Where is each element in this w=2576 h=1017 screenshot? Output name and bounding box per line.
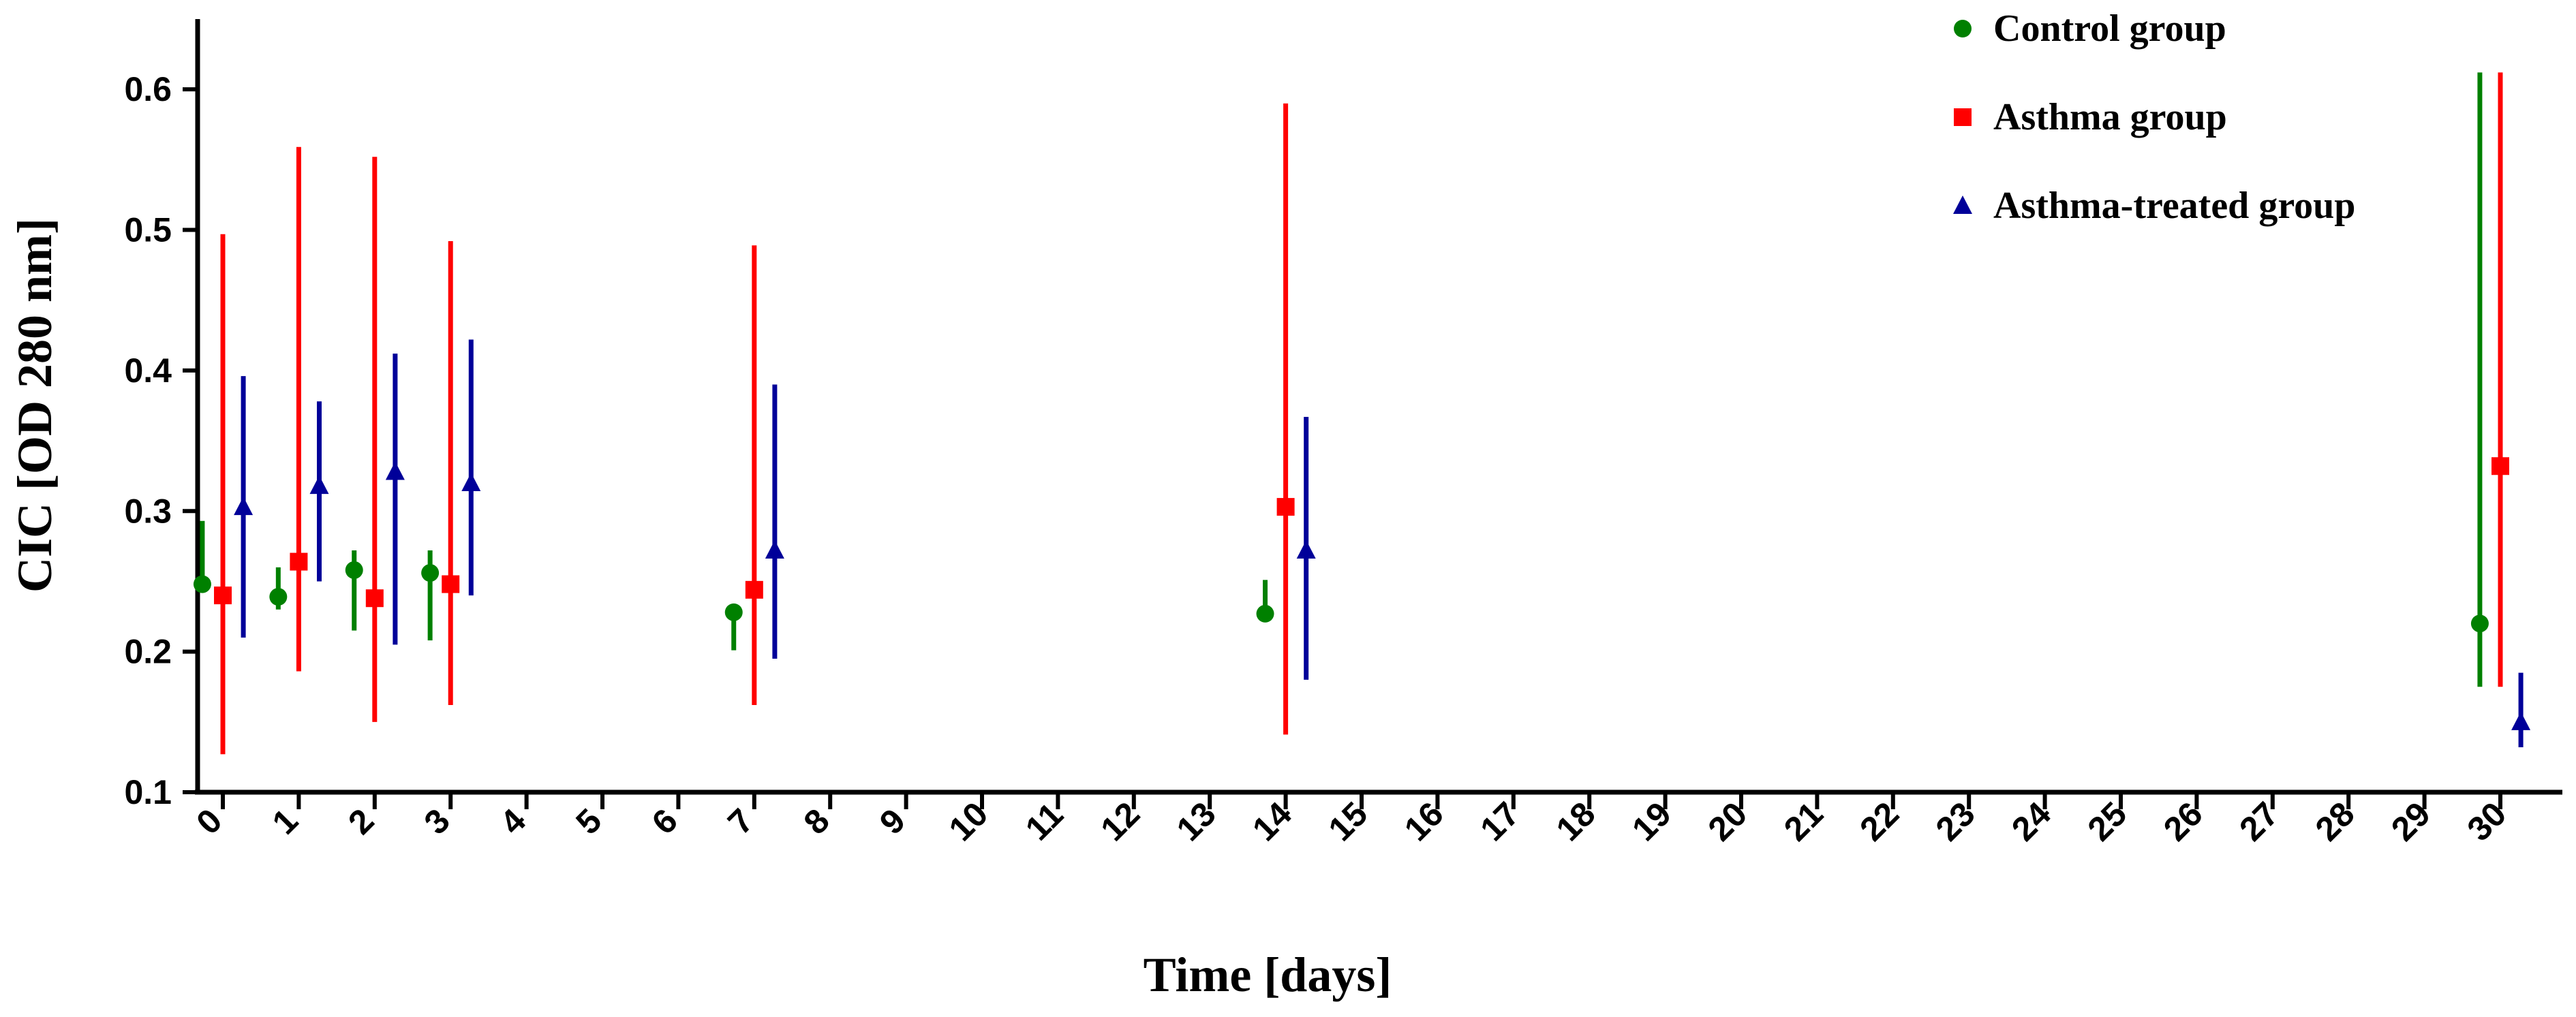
y-tick-label: 0.6 [124,70,172,108]
legend-marker [1954,108,1972,126]
data-point [2491,457,2509,475]
data-point [421,564,440,582]
x-tick-label: 20 [1701,795,1755,849]
data-point [309,475,329,495]
y-tick-label: 0.5 [124,211,172,249]
data-point [442,575,460,593]
x-tick-label: 21 [1777,795,1830,849]
data-point [1276,498,1295,516]
x-tick-label: 22 [1852,795,1906,849]
data-point [745,580,763,599]
x-axis-title: Time [days] [1144,948,1392,1002]
x-tick-label: 14 [1245,794,1299,848]
data-point [365,589,384,608]
y-ticks: 0.1 0.2 0.3 0.4 0.5 0.6 [124,70,198,811]
data-point [234,497,254,516]
axes: 0.10.20.30.40.50.6 0 1 2 3 4 5 6 7 8 9 10 11 12 13 14 1… [124,19,2562,848]
x-tick-label: 26 [2156,795,2210,849]
legend-marker [1954,20,1972,37]
legend-marker [1953,195,1972,214]
x-tick-label: 30 [2460,795,2514,849]
x-tick-label: 16 [1397,795,1451,849]
x-tick-label: 15 [1321,795,1375,849]
x-tick-label: 10 [942,795,996,849]
y-tick-label: 0.1 [124,773,172,811]
legend-label: Control group [1993,7,2226,50]
data-point [345,561,363,579]
x-tick-label: 24 [2004,794,2058,848]
data-point [2470,614,2489,633]
x-ticks: 0 1 2 3 4 5 6 7 8 9 10 11 12 13 14 15 16 17 18 19 20 21 22 23 24… [189,792,2513,848]
x-tick-label: 19 [1625,795,1678,849]
series-1 [193,72,2489,687]
x-tick-label: 29 [2384,795,2438,849]
data-point [269,588,288,606]
data-point [2511,711,2531,730]
x-tick-label: 28 [2308,795,2362,849]
legend-label: Asthma group [1993,96,2227,138]
x-tick-label: 23 [1929,795,1982,849]
data-point [461,473,481,491]
x-tick-label: 25 [2081,795,2134,849]
series-2 [214,72,2509,755]
data-point [214,586,232,605]
data-point [724,603,743,621]
x-tick-label: 18 [1549,795,1603,849]
x-tick-label: 12 [1093,795,1147,849]
data-point [765,540,784,559]
plot-marks [193,72,2531,755]
series-3 [234,339,2531,747]
legend-label: Asthma-treated group [1993,185,2355,227]
y-axis-title: CIC [OD 280 nm] [7,218,62,593]
x-tick-label: 17 [1473,795,1527,849]
y-tick-label: 0.3 [124,492,172,530]
y-tick-label: 0.2 [124,633,172,671]
x-tick-label: 11 [1018,795,1071,847]
data-point [1296,540,1316,559]
x-tick-label: 27 [2232,795,2286,849]
data-point [193,575,211,593]
data-point [1256,604,1274,623]
x-tick-label: 13 [1169,795,1223,849]
data-point [290,552,308,571]
data-point [385,461,405,480]
y-tick-label: 0.4 [124,351,172,390]
legend: Control group Asthma group Asthma-treated … [1953,7,2355,227]
